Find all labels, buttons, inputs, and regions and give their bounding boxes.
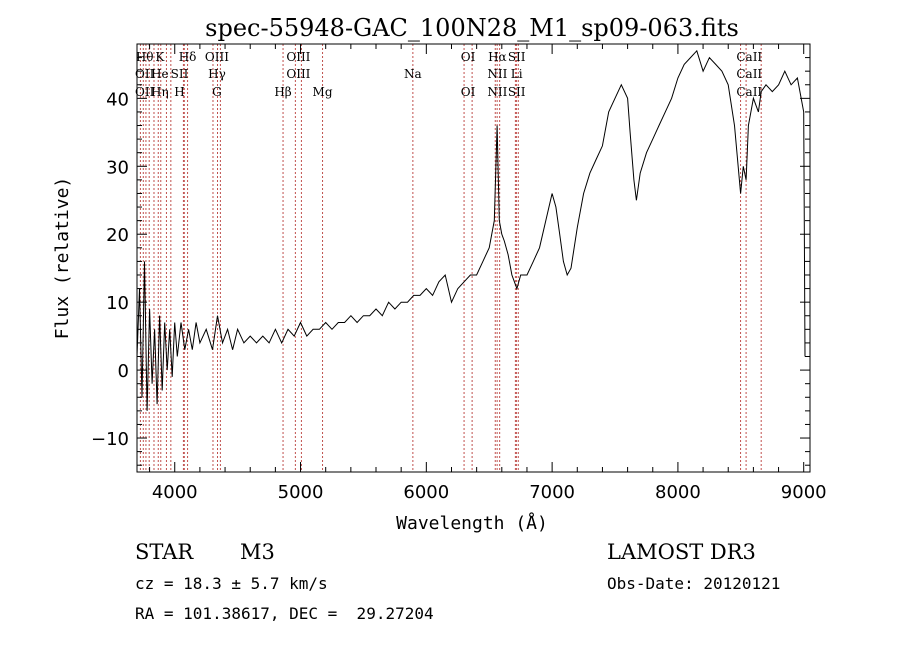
line-label: He [151, 67, 169, 81]
line-label: OII [135, 67, 155, 81]
emission-line-markers [139, 44, 762, 472]
line-label: CaII [736, 85, 762, 99]
line-label: OI [461, 50, 476, 64]
coordinates-readout: RA = 101.38617, DEC = 29.27204 [135, 604, 434, 623]
object-class: STAR [135, 540, 194, 564]
line-label: NII [487, 67, 507, 81]
line-label: SII [508, 50, 526, 64]
line-label: Hβ [274, 85, 291, 99]
line-label: H [174, 85, 184, 99]
line-label: CaII [736, 50, 762, 64]
line-label: Li [511, 67, 523, 81]
survey-name: LAMOST DR3 [607, 540, 756, 564]
line-label: K [155, 50, 165, 64]
y-tick-label: 40 [106, 89, 129, 110]
y-tick-label: 0 [118, 361, 129, 382]
redshift-readout: cz = 18.3 ± 5.7 km/s [135, 574, 328, 593]
x-tick-label: 5000 [278, 482, 324, 503]
line-label: Mg [313, 85, 333, 99]
line-label: Hθ [136, 50, 154, 64]
x-tick-label: 4000 [152, 482, 198, 503]
chart-title: spec-55948-GAC_100N28_M1_sp09-063.fits [205, 14, 739, 42]
axis-ticks: 4000 5000 6000 7000 8000 9000 −10 0 10 20 30 40 [91, 44, 827, 503]
line-label: Na [404, 67, 422, 81]
x-tick-label: 6000 [403, 482, 449, 503]
line-label: OIII [205, 50, 229, 64]
x-tick-label: 8000 [655, 482, 701, 503]
line-label: NII [487, 85, 507, 99]
line-label: OII [135, 85, 155, 99]
x-axis-label: Wavelength (Å) [396, 512, 548, 534]
line-label: Hγ [208, 67, 226, 81]
line-label: OIII [286, 50, 310, 64]
observation-date: Obs-Date: 20120121 [607, 574, 781, 593]
line-label: CaII [736, 67, 762, 81]
line-label: G [212, 85, 222, 99]
x-tick-label: 7000 [529, 482, 575, 503]
y-tick-label: 20 [106, 225, 129, 246]
line-label: OI [461, 85, 476, 99]
line-label: SII [171, 67, 189, 81]
y-axis-label: Flux (relative) [52, 177, 73, 340]
object-subclass: M3 [240, 540, 275, 564]
line-label: Hα [488, 50, 507, 64]
line-label: Hη [151, 85, 169, 99]
y-tick-label: 10 [106, 293, 129, 314]
y-tick-label: 30 [106, 157, 129, 178]
x-tick-label: 9000 [781, 482, 827, 503]
line-label: OIII [286, 67, 310, 81]
line-label: SII [508, 85, 526, 99]
plot-frame [136, 43, 811, 473]
spectrum-line [136, 49, 806, 411]
y-tick-label: −10 [91, 429, 129, 450]
line-label: Hδ [179, 50, 197, 64]
